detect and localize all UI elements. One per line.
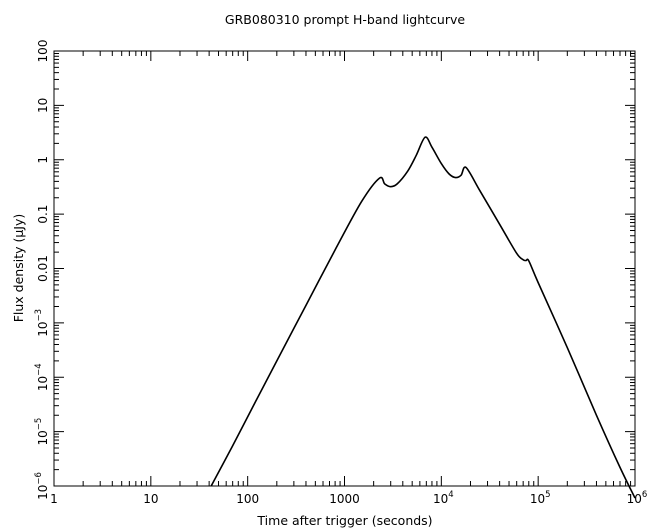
chart-title: GRB080310 prompt H-band lightcurve	[225, 12, 465, 27]
y-tick-label-group: 10−6	[34, 472, 50, 500]
x-tick-label: 104	[433, 490, 454, 506]
lightcurve-line-0	[210, 136, 636, 499]
y-axis-label-prefix: Flux density (	[11, 238, 26, 323]
y-tick-label-group: 10−3	[34, 309, 50, 337]
y-tick-label: 1	[36, 156, 50, 164]
x-tick-label: 10	[143, 492, 158, 506]
y-tick-label-group: 10−5	[34, 418, 50, 446]
x-tick-label: 1000	[329, 492, 360, 506]
series-layer	[210, 136, 636, 499]
y-axis-label-mu: μ	[11, 230, 26, 238]
y-axis: 10−6 10−5 10−4 10−3 0.01 0.1 1 10 100	[34, 40, 635, 500]
x-tick-label: 105	[530, 490, 551, 506]
x-axis: 1 10 100 1000 104 105 106	[50, 51, 647, 506]
y-tick-label-group: 10−4	[34, 363, 50, 391]
y-tick-label-group: 0.1	[36, 205, 50, 224]
x-tick-label: 106	[627, 490, 648, 506]
y-tick-label: 10−4	[34, 363, 50, 391]
x-tick-label: 1	[50, 492, 58, 506]
plot-frame	[53, 50, 636, 487]
y-tick-label: 10−5	[34, 418, 50, 446]
y-tick-label: 100	[36, 40, 50, 63]
y-tick-label-group: 1	[36, 156, 50, 164]
y-tick-label: 10	[36, 98, 50, 113]
y-tick-label: 0.01	[36, 255, 50, 282]
y-axis-label: Flux density (μJy)	[11, 214, 26, 323]
y-tick-label-group: 10	[36, 98, 50, 113]
x-axis-label: Time after trigger (seconds)	[256, 513, 432, 528]
x-tick-label: 100	[236, 492, 259, 506]
y-tick-label: 10−6	[34, 472, 50, 500]
y-tick-label: 10−3	[34, 309, 50, 337]
y-axis-label-suffix: Jy)	[11, 214, 26, 231]
y-tick-label-group: 100	[36, 40, 50, 63]
y-tick-label: 0.1	[36, 205, 50, 224]
y-tick-label-group: 0.01	[36, 255, 50, 282]
